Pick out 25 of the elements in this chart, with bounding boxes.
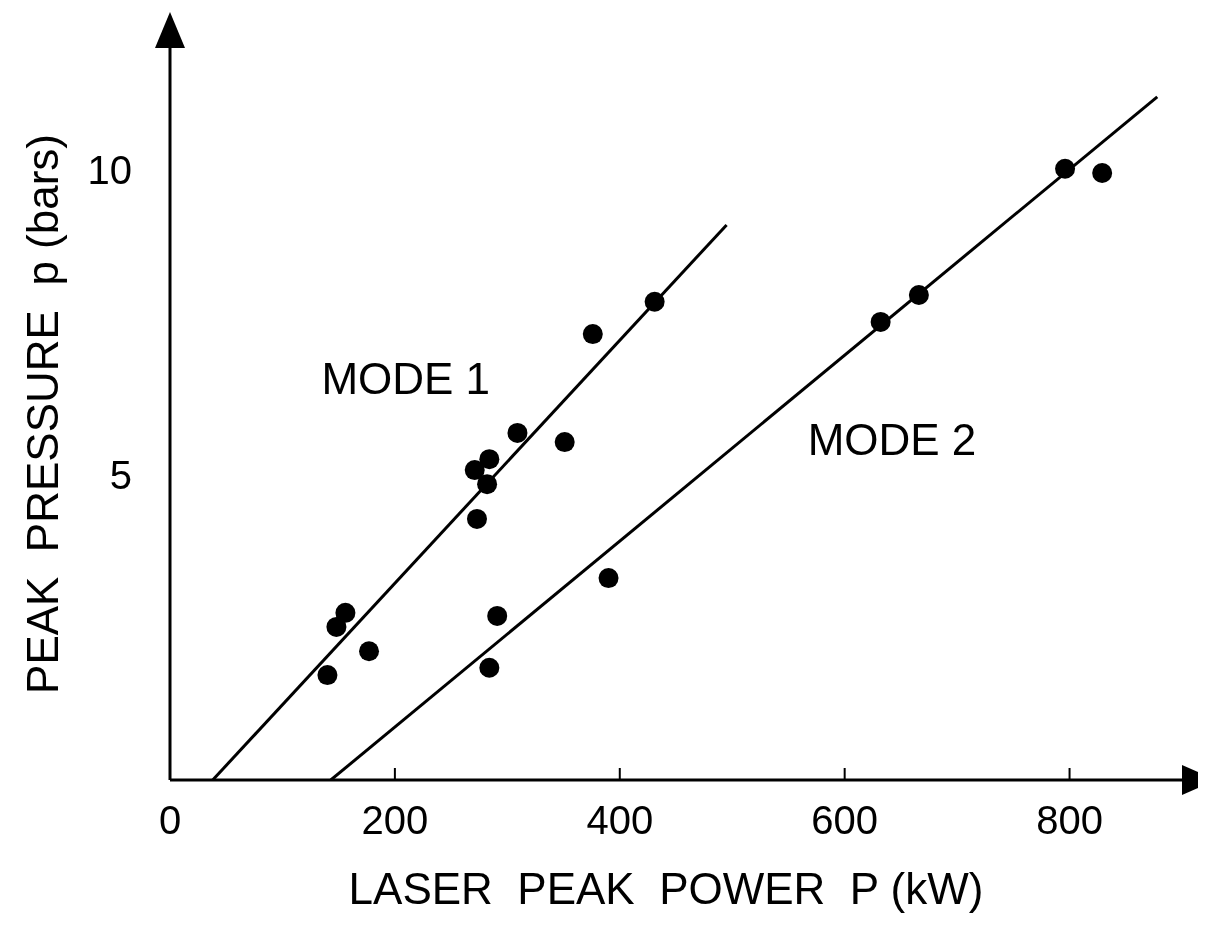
point <box>487 605 508 626</box>
x-tick-label: 600 <box>811 798 879 843</box>
point <box>598 568 619 589</box>
point <box>554 432 575 453</box>
point <box>335 602 356 623</box>
point <box>326 616 347 637</box>
x-tick-label: 800 <box>1036 798 1103 843</box>
x-tick-label: 200 <box>361 798 429 843</box>
x-tick-label: 400 <box>586 798 654 843</box>
series-label: MODE 1 <box>321 354 491 404</box>
point <box>359 641 380 662</box>
point <box>1092 163 1113 184</box>
x-axis-title: LASER PEAK POWER P (kW) <box>348 864 984 913</box>
y-axis-title: PEAK PRESSURE p (bars) <box>18 134 67 694</box>
point <box>464 460 485 481</box>
point <box>466 508 487 529</box>
x-tick-label: 0 <box>158 798 182 843</box>
point <box>507 422 528 443</box>
point <box>582 324 603 345</box>
point <box>317 665 338 686</box>
point <box>479 657 500 678</box>
point <box>479 449 500 470</box>
y-tick-label: 10 <box>87 148 132 193</box>
y-tick-label: 5 <box>109 453 132 498</box>
text: MODE 2 <box>807 414 977 464</box>
